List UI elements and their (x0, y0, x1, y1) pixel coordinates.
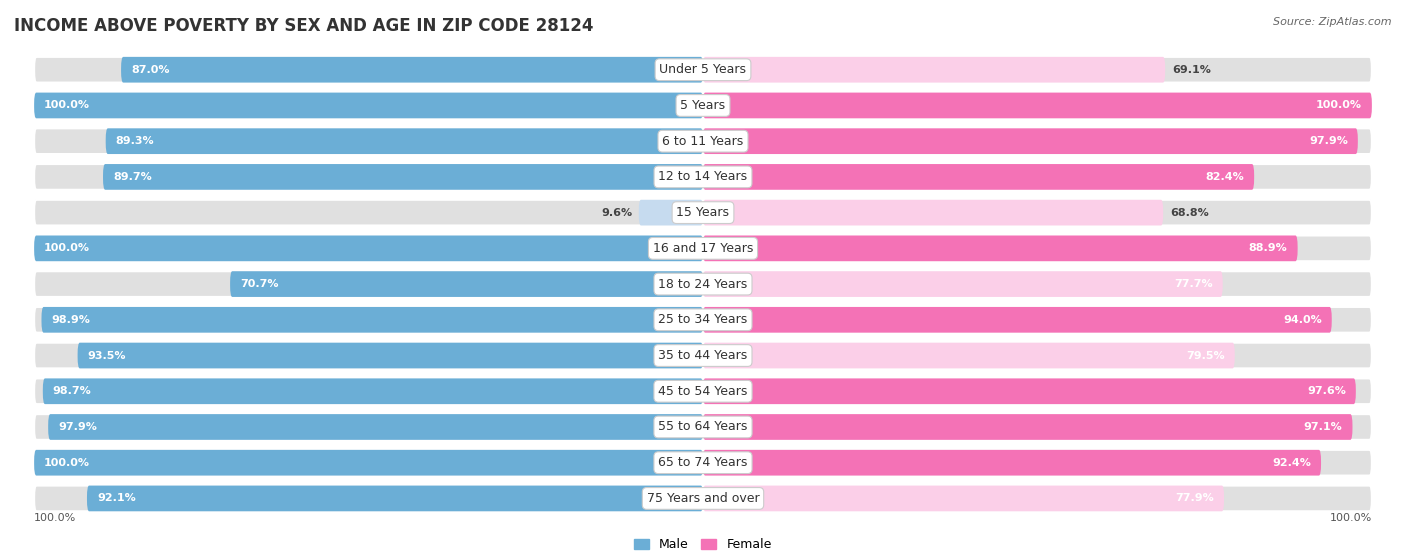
FancyBboxPatch shape (34, 93, 703, 119)
Text: 89.3%: 89.3% (115, 136, 155, 146)
FancyBboxPatch shape (703, 414, 1372, 440)
FancyBboxPatch shape (703, 93, 1372, 119)
Text: 100.0%: 100.0% (1330, 513, 1372, 523)
FancyBboxPatch shape (703, 450, 1322, 476)
Text: 9.6%: 9.6% (600, 207, 633, 217)
FancyBboxPatch shape (34, 486, 703, 511)
Text: 97.1%: 97.1% (1303, 422, 1343, 432)
Text: 100.0%: 100.0% (44, 101, 90, 111)
Text: 93.5%: 93.5% (87, 350, 127, 361)
Text: 68.8%: 68.8% (1170, 207, 1209, 217)
FancyBboxPatch shape (48, 414, 703, 440)
FancyBboxPatch shape (703, 271, 1372, 297)
Text: 16 and 17 Years: 16 and 17 Years (652, 242, 754, 255)
FancyBboxPatch shape (42, 307, 703, 333)
FancyBboxPatch shape (703, 307, 1372, 333)
FancyBboxPatch shape (703, 414, 1353, 440)
Text: INCOME ABOVE POVERTY BY SEX AND AGE IN ZIP CODE 28124: INCOME ABOVE POVERTY BY SEX AND AGE IN Z… (14, 17, 593, 35)
FancyBboxPatch shape (703, 343, 1234, 368)
FancyBboxPatch shape (34, 378, 703, 404)
Text: 94.0%: 94.0% (1282, 315, 1322, 325)
Text: 100.0%: 100.0% (1316, 101, 1362, 111)
Text: 98.7%: 98.7% (53, 386, 91, 396)
FancyBboxPatch shape (703, 486, 1372, 511)
Text: 55 to 64 Years: 55 to 64 Years (658, 420, 748, 433)
Text: 69.1%: 69.1% (1171, 65, 1211, 75)
Text: 100.0%: 100.0% (44, 243, 90, 253)
FancyBboxPatch shape (703, 200, 1163, 225)
Text: 45 to 54 Years: 45 to 54 Years (658, 385, 748, 398)
Text: 79.5%: 79.5% (1187, 350, 1225, 361)
FancyBboxPatch shape (703, 57, 1372, 83)
FancyBboxPatch shape (34, 307, 703, 333)
Text: 100.0%: 100.0% (34, 513, 76, 523)
FancyBboxPatch shape (703, 307, 1331, 333)
Text: 98.9%: 98.9% (52, 315, 90, 325)
FancyBboxPatch shape (34, 57, 703, 83)
FancyBboxPatch shape (34, 450, 703, 476)
FancyBboxPatch shape (103, 164, 703, 190)
FancyBboxPatch shape (231, 271, 703, 297)
FancyBboxPatch shape (34, 200, 703, 225)
FancyBboxPatch shape (34, 450, 703, 476)
Text: 77.9%: 77.9% (1175, 494, 1213, 504)
Text: 88.9%: 88.9% (1249, 243, 1288, 253)
Text: 97.6%: 97.6% (1308, 386, 1346, 396)
Text: 70.7%: 70.7% (240, 279, 278, 289)
FancyBboxPatch shape (703, 164, 1254, 190)
Text: 87.0%: 87.0% (131, 65, 170, 75)
FancyBboxPatch shape (34, 235, 703, 261)
FancyBboxPatch shape (34, 271, 703, 297)
Text: 82.4%: 82.4% (1205, 172, 1244, 182)
Text: 25 to 34 Years: 25 to 34 Years (658, 313, 748, 326)
FancyBboxPatch shape (105, 129, 703, 154)
FancyBboxPatch shape (703, 200, 1372, 225)
FancyBboxPatch shape (42, 378, 703, 404)
Text: 18 to 24 Years: 18 to 24 Years (658, 278, 748, 291)
FancyBboxPatch shape (121, 57, 703, 83)
Text: 92.1%: 92.1% (97, 494, 136, 504)
FancyBboxPatch shape (34, 414, 703, 440)
FancyBboxPatch shape (87, 486, 703, 511)
Text: 12 to 14 Years: 12 to 14 Years (658, 170, 748, 183)
FancyBboxPatch shape (703, 129, 1372, 154)
Text: 5 Years: 5 Years (681, 99, 725, 112)
FancyBboxPatch shape (703, 164, 1372, 190)
FancyBboxPatch shape (34, 93, 703, 119)
FancyBboxPatch shape (703, 343, 1372, 368)
FancyBboxPatch shape (703, 378, 1372, 404)
Text: Source: ZipAtlas.com: Source: ZipAtlas.com (1274, 17, 1392, 27)
FancyBboxPatch shape (703, 450, 1372, 476)
FancyBboxPatch shape (703, 129, 1358, 154)
FancyBboxPatch shape (34, 129, 703, 154)
FancyBboxPatch shape (703, 271, 1223, 297)
FancyBboxPatch shape (34, 343, 703, 368)
Text: 65 to 74 Years: 65 to 74 Years (658, 456, 748, 469)
FancyBboxPatch shape (703, 486, 1225, 511)
Text: 97.9%: 97.9% (1309, 136, 1348, 146)
FancyBboxPatch shape (34, 164, 703, 190)
Text: 77.7%: 77.7% (1174, 279, 1213, 289)
Text: Under 5 Years: Under 5 Years (659, 63, 747, 76)
FancyBboxPatch shape (703, 235, 1372, 261)
Legend: Male, Female: Male, Female (630, 533, 776, 556)
FancyBboxPatch shape (638, 200, 703, 225)
Text: 35 to 44 Years: 35 to 44 Years (658, 349, 748, 362)
Text: 100.0%: 100.0% (44, 458, 90, 468)
FancyBboxPatch shape (703, 57, 1166, 83)
FancyBboxPatch shape (703, 378, 1355, 404)
Text: 6 to 11 Years: 6 to 11 Years (662, 135, 744, 148)
Text: 89.7%: 89.7% (112, 172, 152, 182)
Text: 15 Years: 15 Years (676, 206, 730, 219)
Text: 97.9%: 97.9% (58, 422, 97, 432)
FancyBboxPatch shape (703, 235, 1298, 261)
FancyBboxPatch shape (77, 343, 703, 368)
FancyBboxPatch shape (34, 235, 703, 261)
FancyBboxPatch shape (703, 93, 1372, 119)
Text: 92.4%: 92.4% (1272, 458, 1310, 468)
Text: 75 Years and over: 75 Years and over (647, 492, 759, 505)
